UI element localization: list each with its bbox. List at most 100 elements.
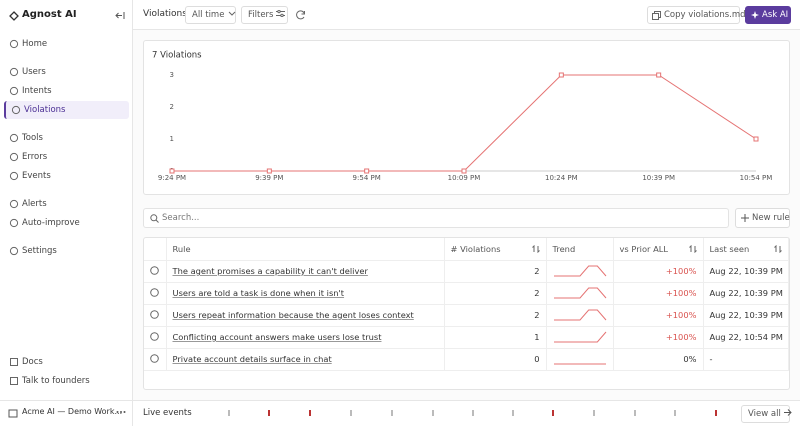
header-cell: # Violations — [444, 238, 547, 261]
table-card: Rule # Violations Trend vs Prior ALL Last se… — [143, 237, 790, 390]
icon-shape — [150, 265, 159, 275]
y-tick-label: 2 — [170, 103, 174, 111]
nav-label: Alerts — [22, 199, 47, 209]
icon-shape — [150, 309, 159, 319]
table-row[interactable]: Private account details surface in chat 0… — [144, 348, 789, 371]
nav-item[interactable]: Errors — [4, 148, 129, 166]
rule-name[interactable]: Users repeat information because the age… — [172, 310, 414, 320]
trend-cell — [546, 326, 614, 349]
table-row[interactable]: The agent promises a capability it can't… — [144, 260, 789, 283]
new-rule-button[interactable]: New rule — [735, 208, 790, 228]
rule-name[interactable]: Users are told a task is done when it is… — [172, 288, 345, 298]
last-seen-cell: Aug 22, 10:39 PM — [703, 260, 789, 283]
rule-name[interactable]: The agent promises a capability it can't… — [172, 266, 368, 276]
live-bar: Live events View all — [133, 400, 800, 426]
header-label: Last seen — [709, 243, 750, 254]
icon-shape — [688, 244, 697, 253]
icon-shape — [9, 171, 19, 181]
icon-shape — [9, 133, 19, 143]
nav-icon — [11, 105, 21, 115]
nav-icon — [10, 358, 18, 366]
change-cell: 0% — [613, 348, 704, 371]
change-cell: +100% — [613, 304, 704, 327]
nav-item[interactable]: Settings — [4, 242, 129, 260]
nav-item[interactable]: Alerts — [4, 195, 129, 213]
nav-item[interactable]: Users — [4, 63, 129, 81]
point — [558, 72, 564, 78]
row-radio[interactable] — [150, 265, 159, 275]
search-placeholder: Search... — [162, 213, 200, 223]
nav-label: Users — [22, 67, 46, 77]
nav-item[interactable]: Home — [4, 35, 129, 53]
filters-button[interactable]: Filters — [241, 6, 288, 24]
sort-icon[interactable] — [688, 244, 697, 253]
page-title: Violations — [143, 9, 187, 19]
point — [461, 168, 467, 174]
live-label: Live events — [143, 408, 192, 418]
range-select[interactable]: All time — [185, 6, 236, 24]
trend-cell — [546, 348, 614, 371]
point — [169, 168, 175, 174]
x-tick-label: 10:54 PM — [740, 174, 773, 182]
trend-cell — [546, 282, 614, 305]
row-radio[interactable] — [150, 309, 159, 319]
nav-icon — [9, 133, 19, 143]
nav-icon — [10, 377, 18, 385]
row-radio[interactable] — [150, 287, 159, 297]
search-box[interactable]: Search... — [143, 208, 729, 228]
count-cell: 2 — [444, 304, 547, 327]
last-seen-cell: Aug 22, 10:54 PM — [703, 326, 789, 349]
sparkline — [553, 287, 606, 299]
nav-item[interactable]: Intents — [4, 82, 129, 100]
sparkline-path — [553, 265, 606, 277]
header-label: vs Prior ALL — [619, 243, 669, 254]
view-all-button[interactable]: View all — [741, 405, 792, 423]
x-tick-label: 10:39 PM — [642, 174, 675, 182]
rule-name[interactable]: Private account details surface in chat — [172, 354, 332, 364]
icon-shape — [9, 152, 19, 162]
brand: Agnost AI — [22, 9, 77, 20]
icon-shape — [774, 244, 782, 253]
collapse-button[interactable] — [115, 11, 125, 20]
change-cell: +100% — [613, 326, 704, 349]
nav-icon — [9, 218, 19, 228]
nav-icon — [9, 86, 19, 96]
nav-label: Home — [22, 39, 48, 49]
table-row[interactable]: Users are told a task is done when it is… — [144, 282, 789, 305]
header-cell — [144, 238, 167, 261]
sort-icon[interactable] — [531, 244, 540, 253]
x-tick-label: 10:09 PM — [448, 174, 481, 182]
point — [656, 72, 662, 78]
nav-item[interactable]: Talk to founders — [4, 372, 129, 390]
sort-icon[interactable] — [774, 244, 782, 253]
nav-item[interactable]: Auto-improve — [4, 214, 129, 232]
select-cell — [144, 282, 167, 305]
row-radio[interactable] — [150, 331, 159, 341]
y-tick-label: 3 — [170, 71, 174, 79]
workspace[interactable]: Acme AI — Demo Work... — [22, 407, 123, 416]
copy-button[interactable]: Copy violations.md — [647, 6, 746, 24]
last-seen-cell: - — [703, 348, 789, 371]
workspace-icon — [8, 409, 18, 418]
icon-shape — [11, 105, 21, 115]
ask-ai-button[interactable]: Ask AI — [745, 6, 791, 24]
trend-cell — [546, 304, 614, 327]
row-radio[interactable] — [150, 353, 159, 363]
workspace-menu[interactable] — [116, 410, 126, 414]
table-row[interactable]: Conflicting account answers make users l… — [144, 326, 789, 349]
filters-label: Filters — [248, 10, 274, 20]
nav-item[interactable]: Tools — [4, 129, 129, 147]
ask-ai-label: Ask AI — [762, 10, 789, 20]
table-row[interactable]: Users repeat information because the age… — [144, 304, 789, 327]
nav-item[interactable]: Events — [4, 167, 129, 185]
icon-shape — [9, 199, 19, 209]
nav-label: Intents — [22, 86, 52, 96]
rule-name[interactable]: Conflicting account answers make users l… — [172, 332, 382, 342]
refresh-button[interactable] — [296, 10, 306, 20]
nav-label: Docs — [22, 357, 43, 367]
change-cell: +100% — [613, 260, 704, 283]
nav-item[interactable]: Docs — [4, 353, 129, 371]
nav-item[interactable]: Violations — [4, 101, 129, 119]
nav-icon — [9, 39, 19, 49]
